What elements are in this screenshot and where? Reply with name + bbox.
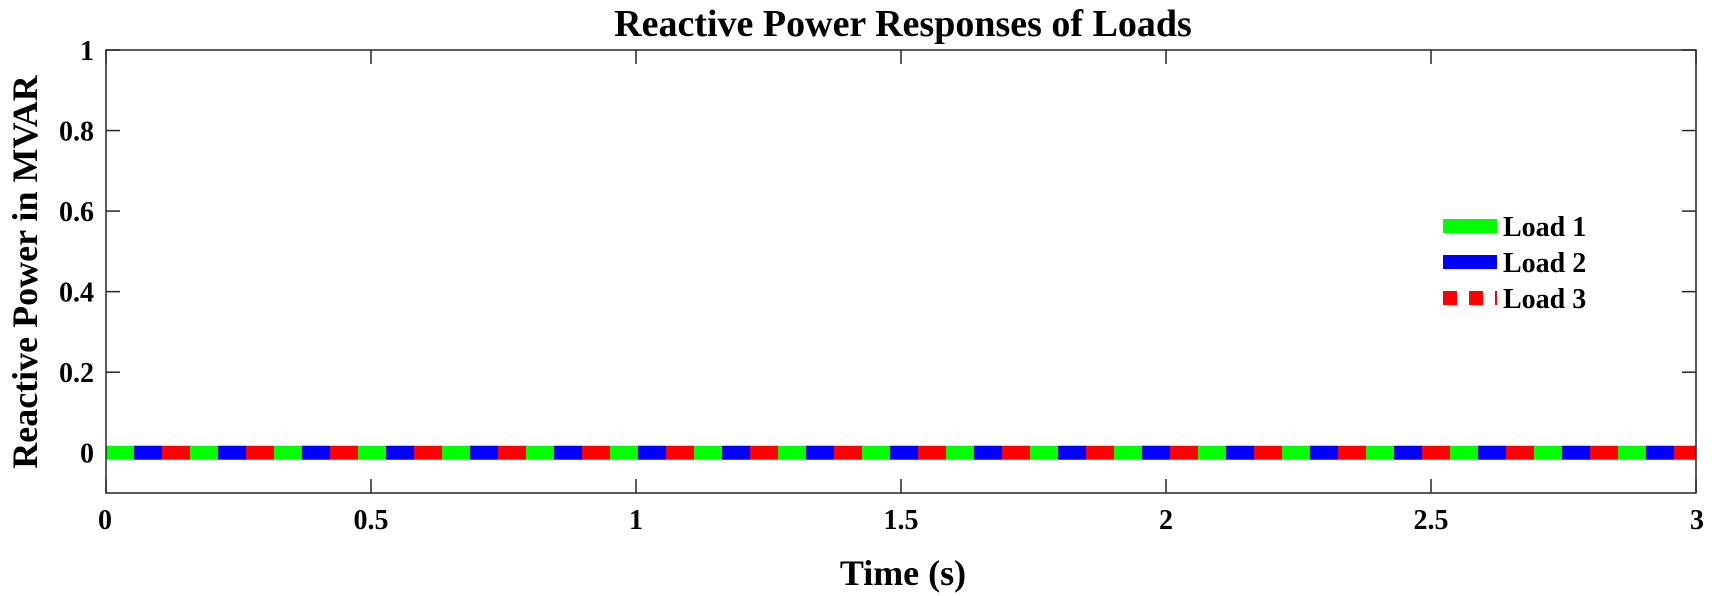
plot-frame [105,49,1697,494]
x-tick-label: 2 [1159,505,1173,536]
y-tick-label: 0 [80,439,94,470]
axis-ticks: 0 0.5 1 1.5 2 2.5 3 0 0.2 0.4 0.6 0.8 1 [59,36,1704,536]
chart-title: Reactive Power Responses of Loads [614,3,1192,45]
legend-label: Load 1 [1503,212,1586,243]
x-tick-label: 1 [629,505,643,536]
y-tick-label: 0.4 [59,278,94,309]
x-tick-label: 0 [98,505,112,536]
x-tick-label: 3 [1690,505,1704,536]
y-tick-label: 0.8 [59,117,94,148]
y-tick-label: 1 [80,36,94,67]
x-tick-label: 1.5 [884,505,919,536]
y-tick-label: 0.6 [59,197,94,228]
y-tick-label: 0.2 [59,358,94,389]
x-tick-label: 2.5 [1414,505,1449,536]
legend-label: Load 3 [1503,284,1586,315]
legend-label: Load 2 [1503,248,1586,279]
x-axis-label: Time (s) [840,553,966,593]
x-tick-label: 0.5 [354,505,389,536]
y-axis-label: Reactive Power in MVAR [5,74,45,469]
legend: Load 1 Load 2 Load 3 [1443,212,1586,315]
